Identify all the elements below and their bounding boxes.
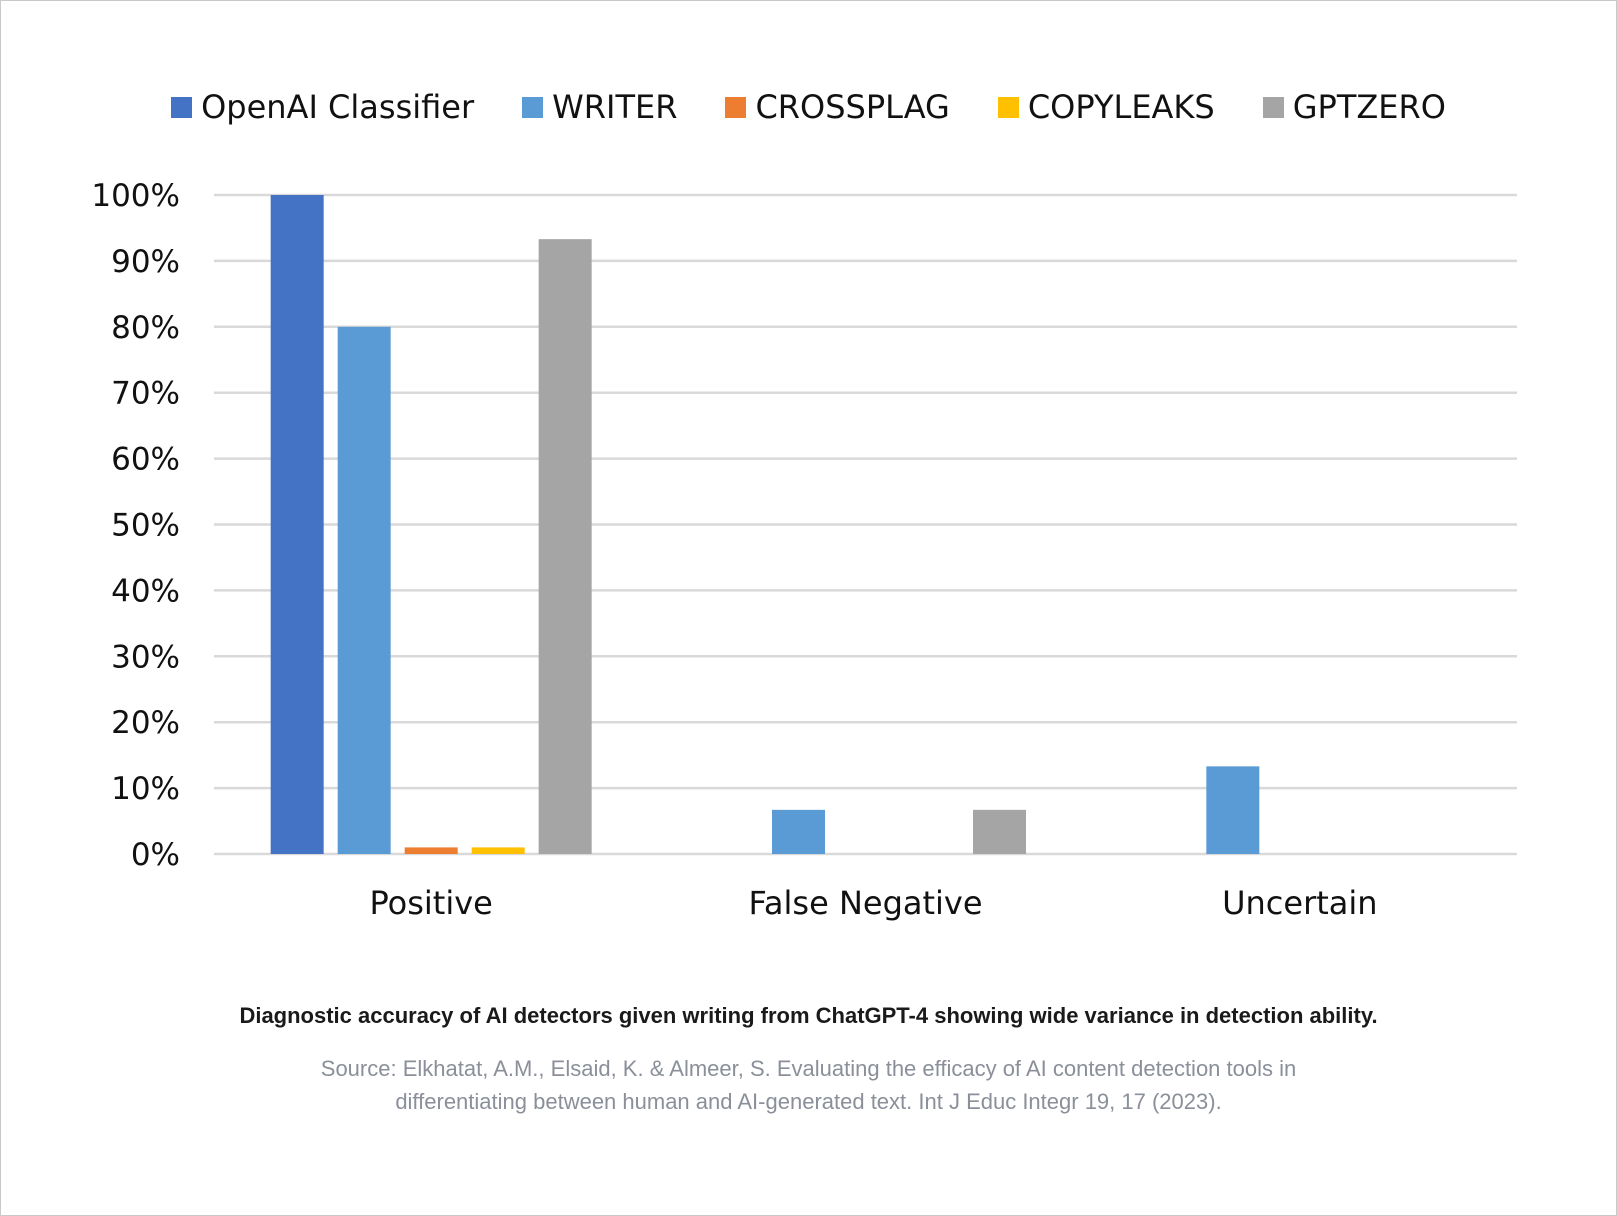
legend-label: OpenAI Classifier xyxy=(201,88,475,126)
x-tick-label: Positive xyxy=(369,884,492,922)
bar-gptzero xyxy=(973,809,1026,854)
bar-gptzero xyxy=(538,239,592,854)
source-line: Source: Elkhatat, A.M., Elsaid, K. & Alm… xyxy=(320,1056,1297,1081)
bar-writer xyxy=(337,326,391,854)
y-tick-label: 50% xyxy=(111,508,180,544)
chart-legend: OpenAI Classifier WRITER CROSSPLAG COPYL… xyxy=(0,88,1617,126)
legend-label: WRITER xyxy=(552,88,678,126)
legend-swatch xyxy=(1262,96,1284,118)
legend-item-writer: WRITER xyxy=(522,88,677,126)
bar-crossplag xyxy=(404,847,458,854)
x-tick-label: Uncertain xyxy=(1222,884,1377,922)
legend-item-openai-classifier: OpenAI Classifier xyxy=(171,88,474,126)
bar-copyleaks xyxy=(471,847,525,854)
y-tick-label: 90% xyxy=(111,244,180,280)
y-tick-label: 10% xyxy=(111,771,180,807)
y-tick-label: 20% xyxy=(111,705,180,741)
source-line: differentiating between human and AI-gen… xyxy=(395,1089,1222,1114)
y-tick-label: 0% xyxy=(131,837,180,873)
bar-writer xyxy=(1206,766,1260,854)
legend-swatch xyxy=(171,96,193,118)
legend-label: COPYLEAKS xyxy=(1027,88,1215,126)
legend-label: GPTZERO xyxy=(1292,88,1446,126)
source-citation: Source: Elkhatat, A.M., Elsaid, K. & Alm… xyxy=(0,1052,1617,1118)
y-tick-label: 30% xyxy=(111,639,180,675)
y-tick-label: 60% xyxy=(111,442,180,478)
y-tick-label: 80% xyxy=(111,310,180,346)
legend-item-copyleaks: COPYLEAKS xyxy=(997,88,1215,126)
y-tick-label: 40% xyxy=(111,573,180,609)
legend-item-gptzero: GPTZERO xyxy=(1262,88,1446,126)
x-tick-label: False Negative xyxy=(748,884,982,922)
y-tick-label: 100% xyxy=(91,178,180,214)
legend-swatch xyxy=(997,96,1019,118)
legend-swatch xyxy=(725,96,747,118)
legend-swatch xyxy=(522,96,544,118)
legend-item-crossplag: CROSSPLAG xyxy=(725,88,950,126)
bar-openai-classifier xyxy=(270,195,324,854)
y-tick-label: 70% xyxy=(111,376,180,412)
legend-label: CROSSPLAG xyxy=(755,88,950,126)
figure-caption: Diagnostic accuracy of AI detectors give… xyxy=(239,1003,1378,1028)
bar-writer xyxy=(772,809,825,854)
bar-chart: 0% 10% 20% 30% 40% 50% 60% 70% 80% 90% 100% Positiv… xyxy=(91,178,1517,922)
